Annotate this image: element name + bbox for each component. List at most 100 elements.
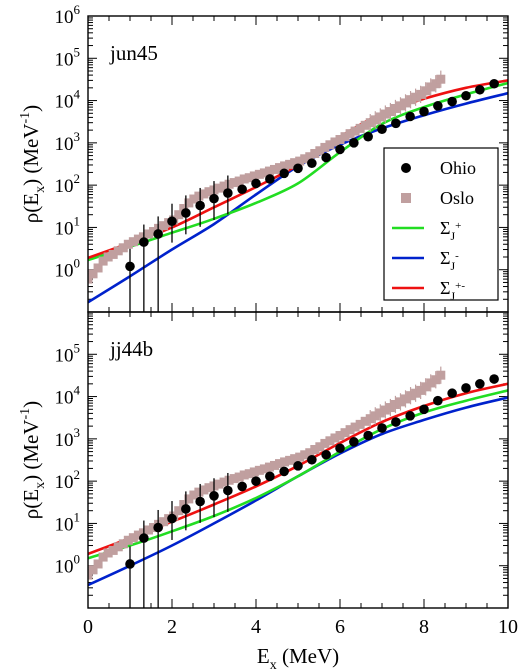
oslo-point <box>360 416 370 426</box>
oslo-point <box>159 517 169 527</box>
y-tick-label: 102 <box>55 171 81 197</box>
ohio-point <box>489 78 499 89</box>
y-tick-label: 100 <box>55 256 81 282</box>
oslo-point <box>275 163 285 173</box>
oslo-point <box>431 375 441 385</box>
oslo-point <box>159 221 169 231</box>
oslo-point <box>219 477 229 487</box>
oslo-point <box>385 403 395 413</box>
ohio-point <box>293 163 303 174</box>
y-tick-label-exp: 5 <box>74 340 81 355</box>
legend-marker-oslo <box>401 193 411 203</box>
ohio-point <box>209 491 219 501</box>
y-tick-label: 105 <box>55 44 81 70</box>
oslo-point <box>355 419 365 429</box>
oslo-point <box>340 132 350 142</box>
y-tick-label-exp: 1 <box>74 509 81 524</box>
legend-box <box>383 147 499 301</box>
oslo-point <box>204 187 214 197</box>
legend-label-base: Σ <box>440 278 450 298</box>
y-axis-label-unit: ) (MeV <box>19 123 43 185</box>
oslo-point <box>214 479 224 489</box>
oslo-point <box>421 382 431 392</box>
ohio-point <box>447 388 457 399</box>
y-axis-label-unit: ) (MeV <box>19 419 43 481</box>
ohio-point <box>419 404 429 415</box>
ohio-point <box>349 437 359 447</box>
oslo-point <box>123 535 133 545</box>
oslo-point <box>421 86 431 96</box>
oslo-point <box>229 178 239 188</box>
oslo-point <box>108 249 118 259</box>
ohio-point <box>223 485 233 496</box>
oslo-point <box>411 388 421 398</box>
oslo-point <box>143 229 153 239</box>
plot-area <box>88 70 508 312</box>
oslo-point <box>280 457 290 467</box>
oslo-point <box>149 227 159 237</box>
oslo-point <box>234 176 244 186</box>
oslo-point <box>380 109 390 119</box>
oslo-point <box>416 89 426 99</box>
ohio-point <box>335 144 345 155</box>
oslo-point <box>189 194 199 204</box>
oslo-point <box>88 274 93 284</box>
oslo-point <box>350 422 360 432</box>
oslo-point <box>189 490 199 500</box>
oslo-point <box>426 378 436 388</box>
y-tick-label-base: 10 <box>55 7 74 28</box>
x-tick-label: 6 <box>335 616 345 638</box>
ohio-point <box>181 504 191 514</box>
y-tick-label-base: 10 <box>55 92 74 113</box>
oslo-point <box>295 452 305 462</box>
y-tick-label-base: 10 <box>55 261 74 282</box>
oslo-point <box>416 385 426 395</box>
x-axis-label-base: E <box>257 644 270 668</box>
oslo-point <box>335 135 345 145</box>
oslo-point <box>385 107 395 117</box>
y-tick-label: 105 <box>55 340 81 366</box>
oslo-point <box>123 239 133 249</box>
y-axis-label-sup: -1 <box>18 112 33 124</box>
ohio-point <box>125 261 135 272</box>
ohio-point <box>279 466 289 477</box>
oslo-point <box>93 263 103 273</box>
legend-label-base: Σ <box>440 248 450 268</box>
y-axis-label-sub: x <box>33 186 48 193</box>
panel-label: jj44b <box>109 337 153 361</box>
y-axis-label: ρ(Ex) (MeV-1) <box>18 105 48 223</box>
ohio-point <box>475 84 485 95</box>
y-tick-label-base: 10 <box>55 134 74 155</box>
ohio-point <box>377 124 387 135</box>
oslo-point <box>285 159 295 169</box>
ohio-point <box>209 193 219 204</box>
legend-label-sup: - <box>455 250 459 262</box>
ohio-point <box>167 513 177 524</box>
oslo-point <box>259 464 269 474</box>
oslo-point <box>184 198 194 208</box>
oslo-point <box>108 545 118 555</box>
y-axis-label-close: ) <box>19 105 43 112</box>
y-tick-label-base: 10 <box>55 472 74 493</box>
oslo-point <box>395 101 405 111</box>
oslo-point <box>330 433 340 443</box>
oslo-point <box>143 525 153 535</box>
oslo-point <box>295 156 305 166</box>
oslo-point <box>239 470 249 480</box>
ohio-point <box>405 411 415 421</box>
oslo-point <box>254 465 264 475</box>
oslo-point <box>224 475 234 485</box>
ohio-point <box>363 430 373 441</box>
y-tick-label: 103 <box>55 425 81 451</box>
oslo-point <box>390 399 400 409</box>
oslo-point <box>254 169 264 179</box>
ohio-point <box>195 496 205 507</box>
ohio-point <box>139 533 149 543</box>
ohio-point <box>153 522 163 533</box>
oslo-point <box>431 79 441 89</box>
oslo-point <box>194 487 204 497</box>
oslo-point <box>280 161 290 171</box>
oslo-point <box>411 92 421 102</box>
